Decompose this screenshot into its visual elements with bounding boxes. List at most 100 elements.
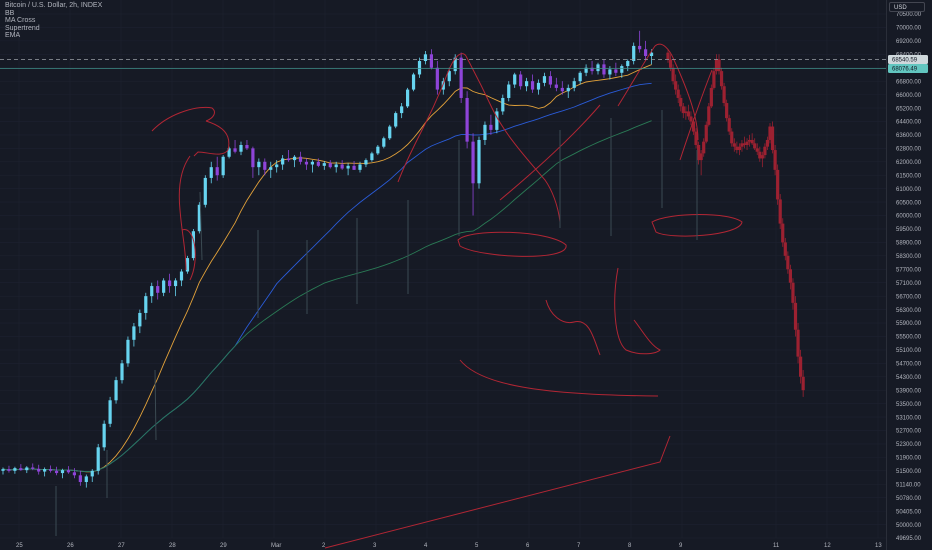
candle: [566, 87, 570, 92]
projection-candle: [689, 116, 693, 122]
candle: [60, 470, 65, 474]
projection-candle: [786, 255, 790, 270]
candle: [495, 111, 499, 130]
projection-candle: [702, 141, 706, 154]
candle: [376, 146, 380, 154]
projection-candle: [717, 59, 721, 72]
drawing-cross: [499, 104, 601, 201]
candle: [13, 468, 17, 471]
candle: [304, 161, 309, 165]
time-axis[interactable]: 25 26 27 28 29 Mar 2 3 4 5 6 7 8 9 11 12 13: [16, 543, 882, 549]
candle: [435, 67, 439, 90]
price-tick-label: 70000.00: [896, 26, 922, 32]
price-tick-label: 63600.00: [896, 133, 922, 139]
candle: [78, 475, 82, 483]
projection-candle: [722, 86, 726, 104]
price-reference-lines: [0, 59, 886, 69]
price-tick-label: 53500.00: [896, 402, 922, 408]
candles: [1, 30, 805, 488]
indicator-ma-cross[interactable]: MA Cross: [5, 17, 36, 25]
candle: [54, 470, 59, 474]
projection-candle: [760, 155, 764, 159]
time-tick-label: 9: [679, 543, 683, 549]
projection-candle: [671, 67, 675, 82]
price-tick-label: 65200.00: [896, 106, 922, 112]
projection-candle: [719, 71, 724, 87]
projection-candle: [758, 151, 762, 159]
candle: [191, 231, 195, 259]
price-tick-label: 61000.00: [896, 187, 922, 193]
candle: [465, 97, 469, 142]
candle: [114, 380, 118, 401]
time-tick-label: 12: [824, 543, 831, 549]
price-tick-label: 51500.00: [896, 469, 922, 475]
candle: [406, 89, 410, 107]
candle: [287, 158, 291, 161]
candle: [346, 165, 350, 169]
projection-candle: [765, 139, 770, 147]
candle: [66, 470, 71, 473]
projection-candle: [748, 139, 752, 142]
projection-candle: [750, 139, 754, 144]
time-tick-label: 7: [577, 543, 581, 549]
candle: [1, 469, 5, 471]
candle: [608, 69, 612, 75]
price-tag-box: [888, 55, 928, 64]
candle: [316, 161, 320, 166]
candle: [281, 158, 285, 165]
indicator-bb[interactable]: BB: [5, 9, 15, 17]
candle: [459, 57, 463, 98]
candle: [120, 363, 124, 381]
candle: [614, 69, 618, 73]
price-axis[interactable]: 70500.0070000.0069200.0068400.0067600.00…: [886, 0, 922, 550]
drawing-trendline: [324, 435, 671, 549]
drawing-arc: [459, 359, 659, 397]
drawing-oval-right: [651, 214, 743, 237]
price-tick-label: 52700.00: [896, 429, 922, 435]
time-tick-label: 5: [475, 543, 479, 549]
drawing-peak-right: [617, 43, 699, 141]
price-tick-label: 55100.00: [896, 348, 922, 354]
currency-button[interactable]: USD: [889, 2, 925, 12]
candle: [649, 52, 654, 56]
price-tick-label: 51900.00: [896, 456, 922, 462]
projection-candle: [732, 143, 736, 147]
projection-candle: [742, 143, 747, 145]
candle: [233, 148, 237, 152]
candle: [400, 106, 404, 114]
indicator-ema[interactable]: EMA: [5, 32, 21, 40]
price-tick-label: 69200.00: [896, 39, 922, 45]
candle: [536, 82, 541, 90]
price-tick-label: 52300.00: [896, 442, 922, 448]
candle: [596, 64, 600, 72]
candle: [530, 81, 535, 90]
candle: [245, 145, 249, 149]
candle: [322, 163, 326, 166]
price-tick-label: 61500.00: [896, 173, 922, 179]
projection-candle: [796, 329, 800, 357]
projection-candle: [674, 81, 678, 90]
candle: [102, 423, 106, 448]
projection-candle: [709, 87, 713, 107]
time-tick-label: 29: [220, 543, 227, 549]
price-tick-label: 58900.00: [896, 241, 922, 247]
candle: [441, 81, 445, 90]
candle: [263, 161, 267, 170]
candle: [447, 71, 451, 82]
symbol-title[interactable]: Bitcoin / U.S. Dollar, 2h, INDEX: [5, 2, 103, 9]
indicator-supertrend[interactable]: Supertrend: [5, 24, 40, 32]
candle: [37, 468, 41, 472]
candle: [352, 165, 356, 170]
projection-candle: [699, 153, 703, 161]
candle: [257, 161, 261, 168]
candle: [221, 156, 225, 176]
price-tick-label: 60500.00: [896, 200, 922, 206]
candle: [632, 45, 636, 62]
drawing-hook: [545, 299, 601, 356]
projection-candle: [712, 71, 716, 88]
candle: [507, 84, 511, 98]
projection-candle: [684, 111, 688, 114]
time-tick-label: 3: [373, 543, 377, 549]
